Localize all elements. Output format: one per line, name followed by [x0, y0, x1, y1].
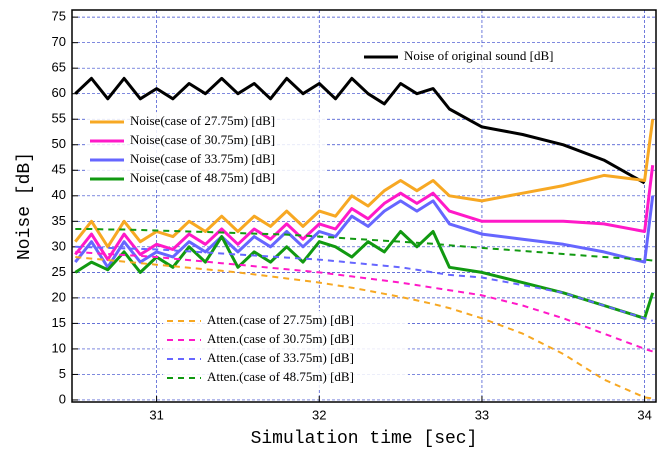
series-line — [75, 245, 653, 322]
y-tick-label: 65 — [52, 60, 66, 75]
y-tick-label: 25 — [52, 264, 66, 279]
plot-frame — [71, 9, 657, 403]
y-tick-label: 75 — [52, 9, 66, 24]
series-line — [75, 256, 653, 400]
series-line — [74, 119, 655, 249]
x-axis-label: Simulation time [sec] — [251, 429, 478, 449]
y-tick-label: 20 — [52, 289, 66, 304]
y-tick-label: 60 — [52, 85, 66, 100]
y-tick-label: 35 — [52, 213, 66, 228]
legend-label: Atten.(case of 33.75m) [dB] — [207, 350, 354, 365]
y-tick-label: 50 — [52, 136, 66, 151]
series-line — [74, 165, 655, 262]
y-tick-label: 40 — [52, 187, 66, 202]
y-axis-label: Noise [dB] — [15, 152, 35, 260]
x-tick-label: 33 — [475, 407, 489, 422]
y-tick-label: 30 — [52, 238, 66, 253]
legend-box — [86, 112, 326, 190]
y-tick-label: 5 — [59, 366, 66, 381]
y-tick-label: 45 — [52, 162, 66, 177]
series-line — [74, 230, 655, 320]
legend-label: Atten.(case of 30.75m) [dB] — [207, 331, 354, 346]
y-tick-label: 70 — [52, 34, 66, 49]
y-tick-label: 55 — [52, 111, 66, 126]
legend-box — [360, 47, 600, 68]
legend-label: Atten.(case of 48.75m) [dB] — [207, 369, 354, 384]
y-tick-label: 0 — [59, 391, 66, 406]
legend-label: Noise(case of 30.75m) [dB] — [130, 132, 275, 147]
series-line — [75, 228, 653, 262]
legend-box — [163, 311, 408, 389]
series-line — [74, 76, 646, 185]
legend-label: Noise(case of 48.75m) [dB] — [130, 170, 275, 185]
legend-label: Noise of original sound [dB] — [404, 48, 553, 63]
x-tick-label: 34 — [637, 407, 651, 422]
legend-label: Atten.(case of 27.75m) [dB] — [207, 312, 354, 327]
x-tick-label: 31 — [149, 407, 163, 422]
y-tick-label: 15 — [52, 315, 66, 330]
legend-label: Noise(case of 27.75m) [dB] — [130, 113, 275, 128]
y-tick-label: 10 — [52, 340, 66, 355]
legend-label: Noise(case of 33.75m) [dB] — [130, 151, 275, 166]
series-line — [75, 250, 654, 353]
series-line — [74, 195, 655, 269]
x-tick-label: 32 — [312, 407, 326, 422]
